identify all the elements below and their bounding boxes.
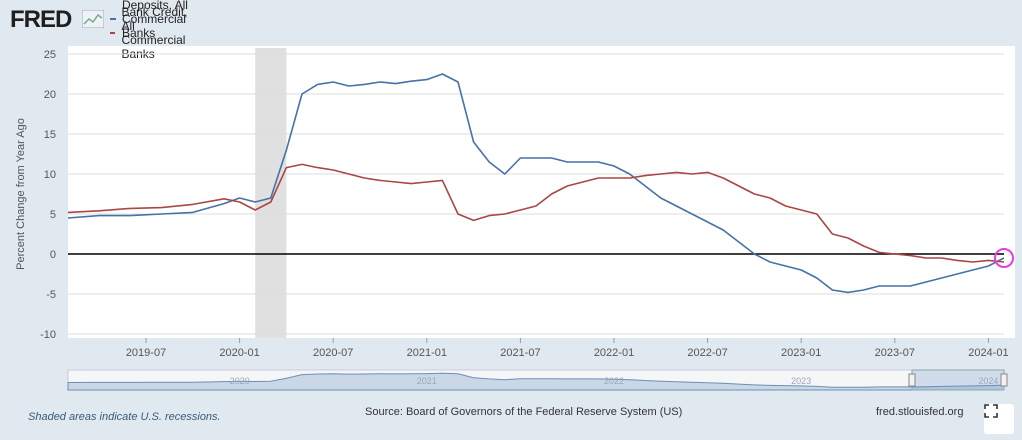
x-tick-label: 2022-07 xyxy=(687,347,727,359)
y-tick-label: 15 xyxy=(44,129,56,141)
y-tick-label: -5 xyxy=(46,289,56,301)
navigator-label: 2023 xyxy=(791,376,811,386)
x-tick-label: 2020-01 xyxy=(219,347,259,359)
expand-icon xyxy=(984,404,998,418)
legend-item-deposits[interactable]: Deposits, All Commercial Banks xyxy=(110,0,194,40)
highlight-marker xyxy=(994,248,1014,268)
fred-chart-icon xyxy=(82,10,104,28)
x-tick-label: 2023-07 xyxy=(875,347,915,359)
navigator-label: 2021 xyxy=(417,376,437,386)
source-text: Source: Board of Governors of the Federa… xyxy=(365,406,683,418)
series-line-bank-credit[interactable] xyxy=(67,163,1005,263)
y-tick-label: 20 xyxy=(44,89,56,101)
legend-item-bank-credit[interactable]: Bank Credit, All Commercial Banks xyxy=(110,5,194,61)
fullscreen-button[interactable] xyxy=(984,404,1014,434)
navigator-label: 2022 xyxy=(604,376,624,386)
y-tick-label: 25 xyxy=(44,49,56,61)
x-tick-label: 2024-01 xyxy=(968,347,1008,359)
y-tick-label: 0 xyxy=(50,249,56,261)
x-tick-label: 2022-01 xyxy=(594,347,634,359)
y-tick-label: 10 xyxy=(44,169,56,181)
fred-logo[interactable]: FRED xyxy=(10,6,104,34)
navigator-label: 2020 xyxy=(230,376,250,386)
x-tick-label: 2021-01 xyxy=(407,347,447,359)
series-line-deposits[interactable] xyxy=(67,73,1005,294)
legend-swatch-bank-credit xyxy=(110,32,116,34)
navigator-series xyxy=(67,372,1005,391)
legend: Deposits, All Commercial Banks Bank Cred… xyxy=(110,0,194,61)
plot-area xyxy=(68,46,1015,338)
legend-label-bank-credit: Bank Credit, All Commercial Banks xyxy=(121,5,188,61)
x-tick-label: 2023-01 xyxy=(781,347,821,359)
y-tick-label: 5 xyxy=(50,209,56,221)
recession-band xyxy=(255,48,287,338)
y-tick-label: -10 xyxy=(40,329,56,341)
navigator-handle-right[interactable] xyxy=(1000,373,1008,387)
navigator-handle-left[interactable] xyxy=(908,373,916,387)
chart-svg[interactable]: 25 20 15 10 5 0 -5 -10 2019-07 2020-01 2020-07 2021… xyxy=(0,0,1022,400)
legend-label-deposits: Deposits, All Commercial Banks xyxy=(121,0,188,40)
navigator-label: 2024 xyxy=(978,376,998,386)
x-tick-label: 2021-07 xyxy=(500,347,540,359)
legend-swatch-deposits xyxy=(110,18,116,20)
fred-logo-text: FRED xyxy=(10,6,72,33)
y-axis-label: Percent Change from Year Ago xyxy=(15,118,27,270)
x-tick-label: 2020-07 xyxy=(313,347,353,359)
recession-note: Shaded areas indicate U.S. recessions. xyxy=(28,411,221,423)
x-tick-label: 2019-07 xyxy=(126,347,166,359)
fred-url[interactable]: fred.stlouisfed.org xyxy=(876,406,964,418)
